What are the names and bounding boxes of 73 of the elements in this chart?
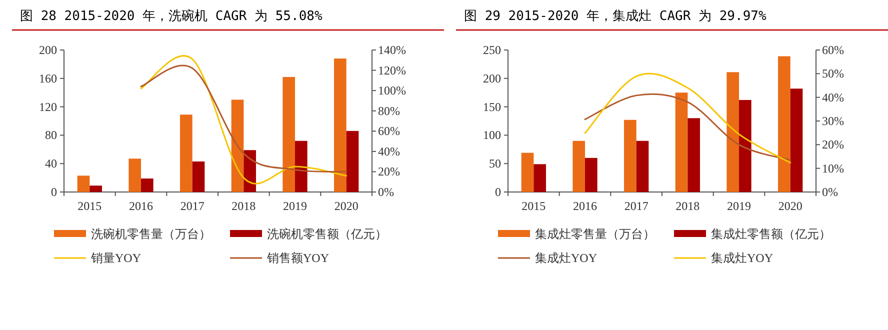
bar — [572, 140, 585, 192]
chart-title: 图 28 2015-2020 年，洗碗机 CAGR 为 55.08% — [20, 9, 322, 24]
bar — [688, 118, 700, 192]
y-tick-label: 150 — [483, 100, 501, 114]
legend-label: 集成灶零售额（亿元） — [711, 227, 831, 241]
y2-tick-label: 30% — [822, 114, 844, 128]
bar — [282, 76, 295, 192]
bar — [90, 186, 102, 192]
bar — [675, 92, 688, 192]
y-tick-label: 0 — [495, 185, 501, 199]
bar — [790, 88, 803, 192]
x-tick-label: 2017 — [624, 199, 648, 213]
y2-tick-label: 60% — [378, 124, 400, 138]
x-tick-label: 2015 — [78, 199, 102, 213]
y2-tick-label: 100% — [378, 84, 406, 98]
chart-title: 图 29 2015-2020 年，集成灶 CAGR 为 29.97% — [464, 9, 766, 24]
legend-label: 集成灶YOY — [535, 251, 598, 265]
y-tick-label: 120 — [39, 100, 57, 114]
y2-tick-label: 60% — [822, 43, 844, 57]
x-tick-label: 2015 — [522, 199, 546, 213]
y2-tick-label: 40% — [378, 144, 400, 158]
x-tick-label: 2020 — [778, 199, 802, 213]
legend-label: 销量YOY — [90, 251, 142, 265]
bar — [534, 164, 546, 192]
y2-tick-label: 0% — [378, 185, 394, 199]
bar — [244, 150, 256, 192]
x-tick-label: 2018 — [676, 199, 700, 213]
legend-label: 集成灶零售量（万台） — [535, 227, 655, 241]
x-tick-label: 2017 — [180, 199, 204, 213]
y2-tick-label: 20% — [378, 164, 400, 179]
y-tick-label: 250 — [483, 43, 501, 57]
x-tick-label: 2019 — [283, 199, 307, 213]
y2-tick-label: 10% — [822, 161, 844, 176]
bar — [231, 100, 244, 192]
bar — [192, 161, 205, 192]
x-tick-label: 2016 — [129, 199, 153, 213]
y2-tick-label: 80% — [378, 104, 400, 118]
y-tick-label: 200 — [483, 71, 501, 86]
y2-tick-label: 0% — [822, 185, 838, 199]
x-tick-label: 2019 — [727, 199, 751, 213]
bar — [295, 140, 308, 192]
y2-tick-label: 140% — [378, 43, 406, 57]
legend-label: 洗碗机零售额（亿元） — [267, 227, 387, 241]
y2-tick-label: 40% — [822, 90, 844, 104]
bar — [636, 140, 649, 192]
y-tick-label: 40 — [45, 156, 57, 171]
bar — [585, 158, 598, 192]
bar — [778, 56, 790, 192]
y2-tick-label: 120% — [378, 63, 406, 78]
legend-label: 集成灶YOY — [711, 251, 774, 265]
y2-tick-label: 20% — [822, 138, 844, 152]
y-tick-label: 0 — [51, 185, 57, 199]
bar — [180, 114, 192, 192]
x-tick-label: 2018 — [232, 199, 256, 213]
legend-label: 洗碗机零售量（万台） — [91, 227, 211, 241]
y-tick-label: 200 — [39, 43, 57, 57]
y2-tick-label: 50% — [822, 66, 844, 81]
bar — [521, 152, 534, 192]
bar — [128, 158, 141, 192]
y-tick-label: 50 — [489, 156, 501, 171]
bar — [346, 130, 359, 192]
legend-label: 销售额YOY — [266, 251, 330, 265]
bar — [624, 120, 636, 192]
bar — [334, 58, 346, 192]
y-tick-label: 100 — [483, 128, 501, 142]
x-tick-label: 2020 — [334, 199, 358, 213]
bar — [739, 100, 752, 192]
y-tick-label: 80 — [45, 128, 57, 142]
bar — [77, 176, 90, 192]
bar — [141, 178, 154, 192]
bar — [726, 72, 739, 192]
x-tick-label: 2016 — [573, 199, 597, 213]
y-tick-label: 160 — [39, 71, 57, 86]
